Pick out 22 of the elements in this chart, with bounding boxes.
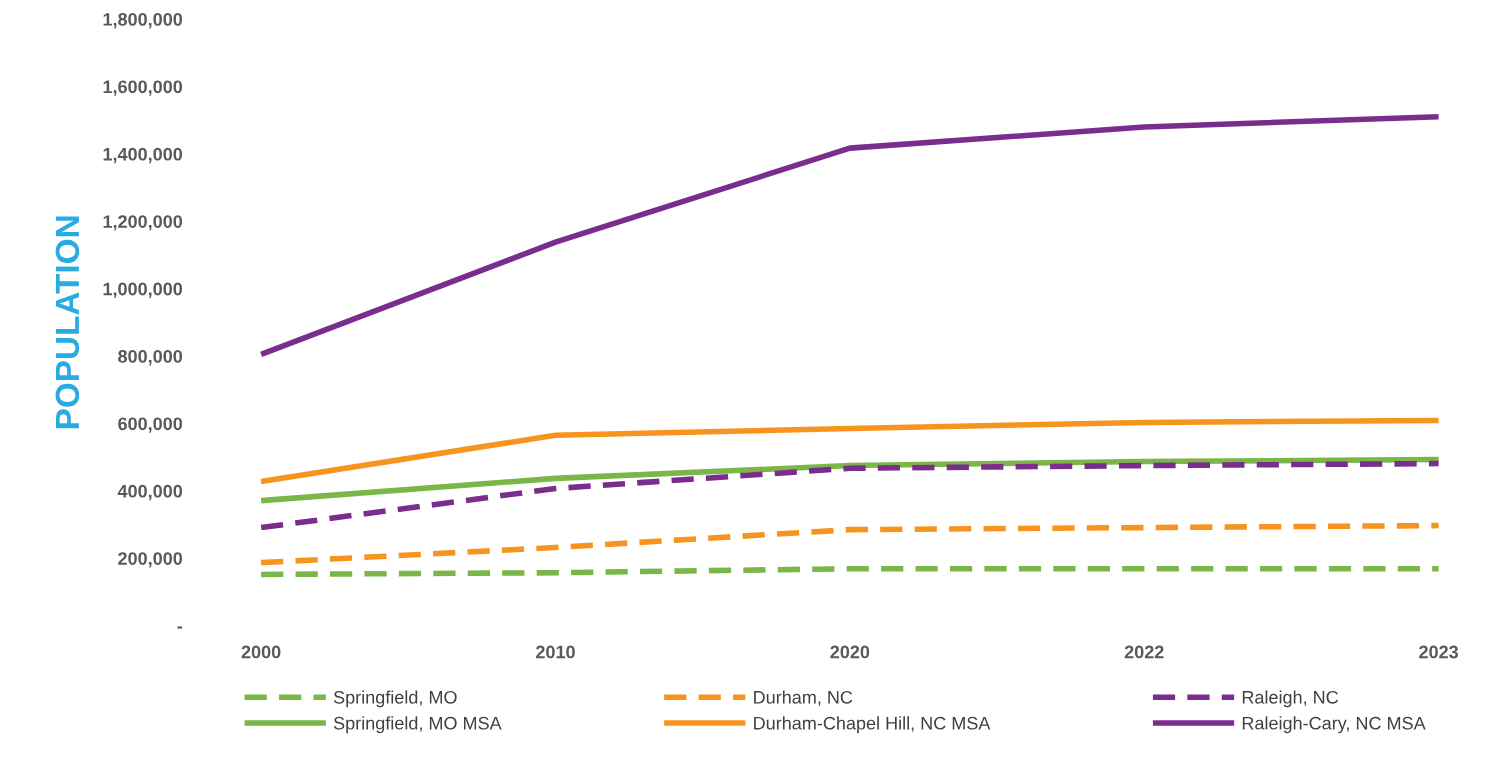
x-tick-label: 2000 [241,645,281,659]
y-tick-label: 1,200,000 [103,215,183,231]
x-tick-label: 2020 [830,645,870,659]
x-tick-label: 2022 [1124,645,1164,659]
x-tick-label: 2010 [536,645,575,659]
legend-label: Springfield, MO MSA [333,716,502,734]
y-tick-label: 600,000 [118,417,183,433]
legend-label: Springfield, MO [333,690,457,708]
legend-label: Durham, NC [754,690,853,706]
y-tick-label: - [177,626,183,629]
y-tick-label: 1,800,000 [103,13,183,29]
y-tick-label: 200,000 [118,552,183,568]
legend-label: Raleigh-Cary, NC MSA [1242,716,1426,734]
x-tick-label: 2023 [1419,645,1459,659]
y-tick-label: 400,000 [117,484,183,501]
y-tick-label: 1,400,000 [103,147,183,164]
y-tick-label: 800,000 [118,350,183,366]
legend-label: Durham-Chapel Hill, NC MSA [754,716,991,734]
legend-label: Raleigh, NC [1242,690,1339,708]
y-axis-title: POPULATION [55,216,80,429]
y-tick-label: 1,000,000 [103,282,183,299]
y-tick-label: 1,600,000 [103,80,183,96]
